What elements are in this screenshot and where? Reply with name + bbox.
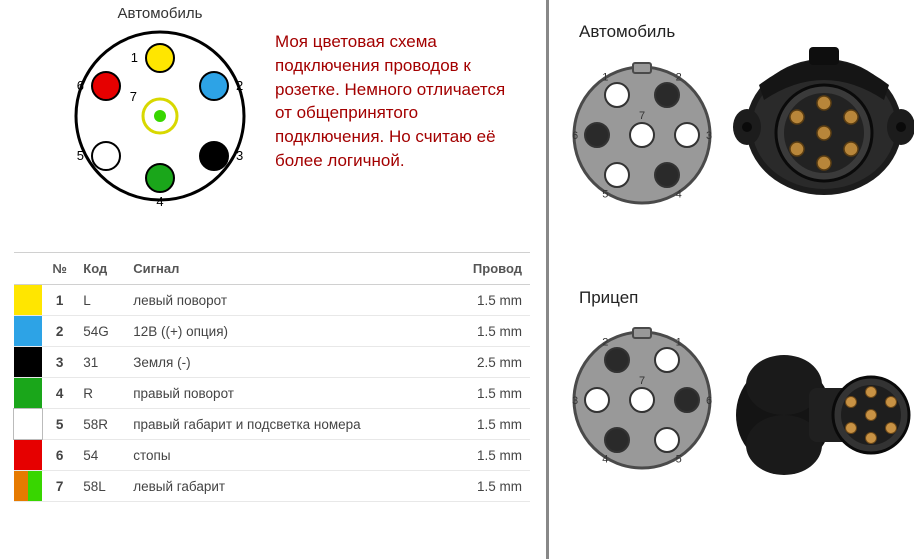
row-wire: 2.5 mm [446, 347, 530, 378]
svg-text:6: 6 [77, 78, 84, 93]
row-color-swatch [14, 316, 42, 347]
trailer-title: Прицеп [579, 288, 638, 308]
row-color-swatch [14, 440, 42, 471]
plug-photo [729, 340, 914, 485]
row-signal: правый габарит и подсветка номера [127, 409, 446, 440]
row-color-swatch [14, 285, 42, 316]
row-num: 3 [42, 347, 77, 378]
row-num: 5 [42, 409, 77, 440]
row-wire: 1.5 mm [446, 471, 530, 502]
table-row: 1 L левый поворот 1.5 mm [14, 285, 530, 316]
svg-text:3: 3 [706, 130, 712, 142]
row-signal: левый поворот [127, 285, 446, 316]
svg-text:2: 2 [236, 78, 243, 93]
svg-text:4: 4 [156, 194, 163, 206]
color-diagram-container: Автомобиль 1 2 3 4 5 6 7 [60, 5, 260, 211]
row-signal: левый габарит [127, 471, 446, 502]
row-code: L [77, 285, 127, 316]
svg-text:6: 6 [572, 130, 578, 142]
right-panel: Автомобиль 1 2 3 4 5 6 7 Прицеп 1 2 3 4 5 6 7 [546, 0, 924, 559]
row-wire: 1.5 mm [446, 285, 530, 316]
signal-table: № Код Сигнал Провод 1 L левый поворот 1.… [14, 252, 530, 502]
row-color-swatch [14, 471, 42, 502]
row-num: 6 [42, 440, 77, 471]
table-row: 7 58L левый габарит 1.5 mm [14, 471, 530, 502]
socket-photo [729, 45, 914, 205]
row-color-swatch [14, 378, 42, 409]
row-color-swatch [14, 347, 42, 378]
svg-text:2: 2 [602, 336, 608, 348]
color-diagram-title: Автомобиль [60, 5, 260, 22]
svg-text:7: 7 [130, 89, 137, 104]
svg-text:4: 4 [602, 454, 608, 466]
table-row: 2 54G 12В ((+) опция) 1.5 mm [14, 316, 530, 347]
svg-text:5: 5 [676, 454, 682, 466]
trailer-connector-diagram: 1 2 3 4 5 6 7 [567, 325, 717, 475]
row-num: 1 [42, 285, 77, 316]
row-num: 2 [42, 316, 77, 347]
header-signal: Сигнал [127, 253, 446, 285]
table-row: 6 54 стопы 1.5 mm [14, 440, 530, 471]
svg-text:7: 7 [639, 110, 645, 122]
row-num: 7 [42, 471, 77, 502]
car-connector-diagram: 1 2 3 4 5 6 7 [567, 60, 717, 210]
svg-text:1: 1 [602, 71, 608, 83]
row-signal: Земля (-) [127, 347, 446, 378]
table-header-row: № Код Сигнал Провод [14, 253, 530, 285]
row-code: 58L [77, 471, 127, 502]
header-wire: Провод [446, 253, 530, 285]
row-code: 31 [77, 347, 127, 378]
header-num: № [42, 253, 77, 285]
svg-text:6: 6 [706, 395, 712, 407]
row-code: 58R [77, 409, 127, 440]
svg-text:3: 3 [236, 148, 243, 163]
row-color-swatch [14, 409, 42, 440]
row-signal: стопы [127, 440, 446, 471]
table-row: 5 58R правый габарит и подсветка номера … [14, 409, 530, 440]
row-code: 54 [77, 440, 127, 471]
row-code: R [77, 378, 127, 409]
svg-text:5: 5 [77, 148, 84, 163]
svg-text:3: 3 [572, 395, 578, 407]
row-wire: 1.5 mm [446, 316, 530, 347]
row-wire: 1.5 mm [446, 409, 530, 440]
description-text: Моя цветовая схема подключения проводов … [275, 30, 525, 173]
header-color [14, 253, 42, 285]
svg-text:4: 4 [676, 189, 682, 201]
svg-text:2: 2 [676, 71, 682, 83]
car-title: Автомобиль [579, 22, 675, 42]
row-signal: правый поворот [127, 378, 446, 409]
svg-text:1: 1 [131, 50, 138, 65]
color-connector-diagram: 1 2 3 4 5 6 7 [70, 26, 250, 206]
table-row: 4 R правый поворот 1.5 mm [14, 378, 530, 409]
table-row: 3 31 Земля (-) 2.5 mm [14, 347, 530, 378]
row-code: 54G [77, 316, 127, 347]
row-wire: 1.5 mm [446, 440, 530, 471]
row-num: 4 [42, 378, 77, 409]
header-code: Код [77, 253, 127, 285]
svg-text:5: 5 [602, 189, 608, 201]
svg-text:1: 1 [676, 336, 682, 348]
row-wire: 1.5 mm [446, 378, 530, 409]
svg-text:7: 7 [639, 375, 645, 387]
row-signal: 12В ((+) опция) [127, 316, 446, 347]
